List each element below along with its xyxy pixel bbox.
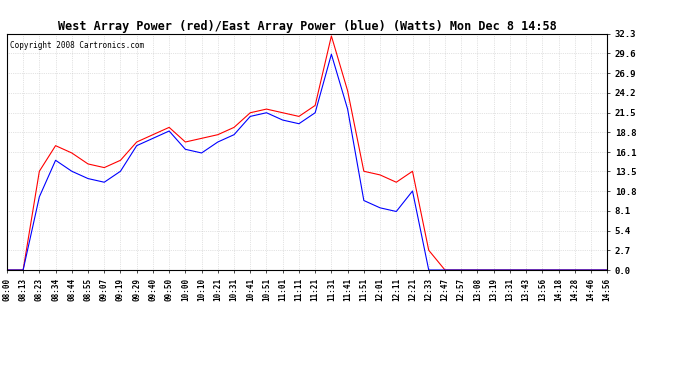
Title: West Array Power (red)/East Array Power (blue) (Watts) Mon Dec 8 14:58: West Array Power (red)/East Array Power …	[58, 20, 556, 33]
Text: Copyright 2008 Cartronics.com: Copyright 2008 Cartronics.com	[10, 41, 144, 50]
